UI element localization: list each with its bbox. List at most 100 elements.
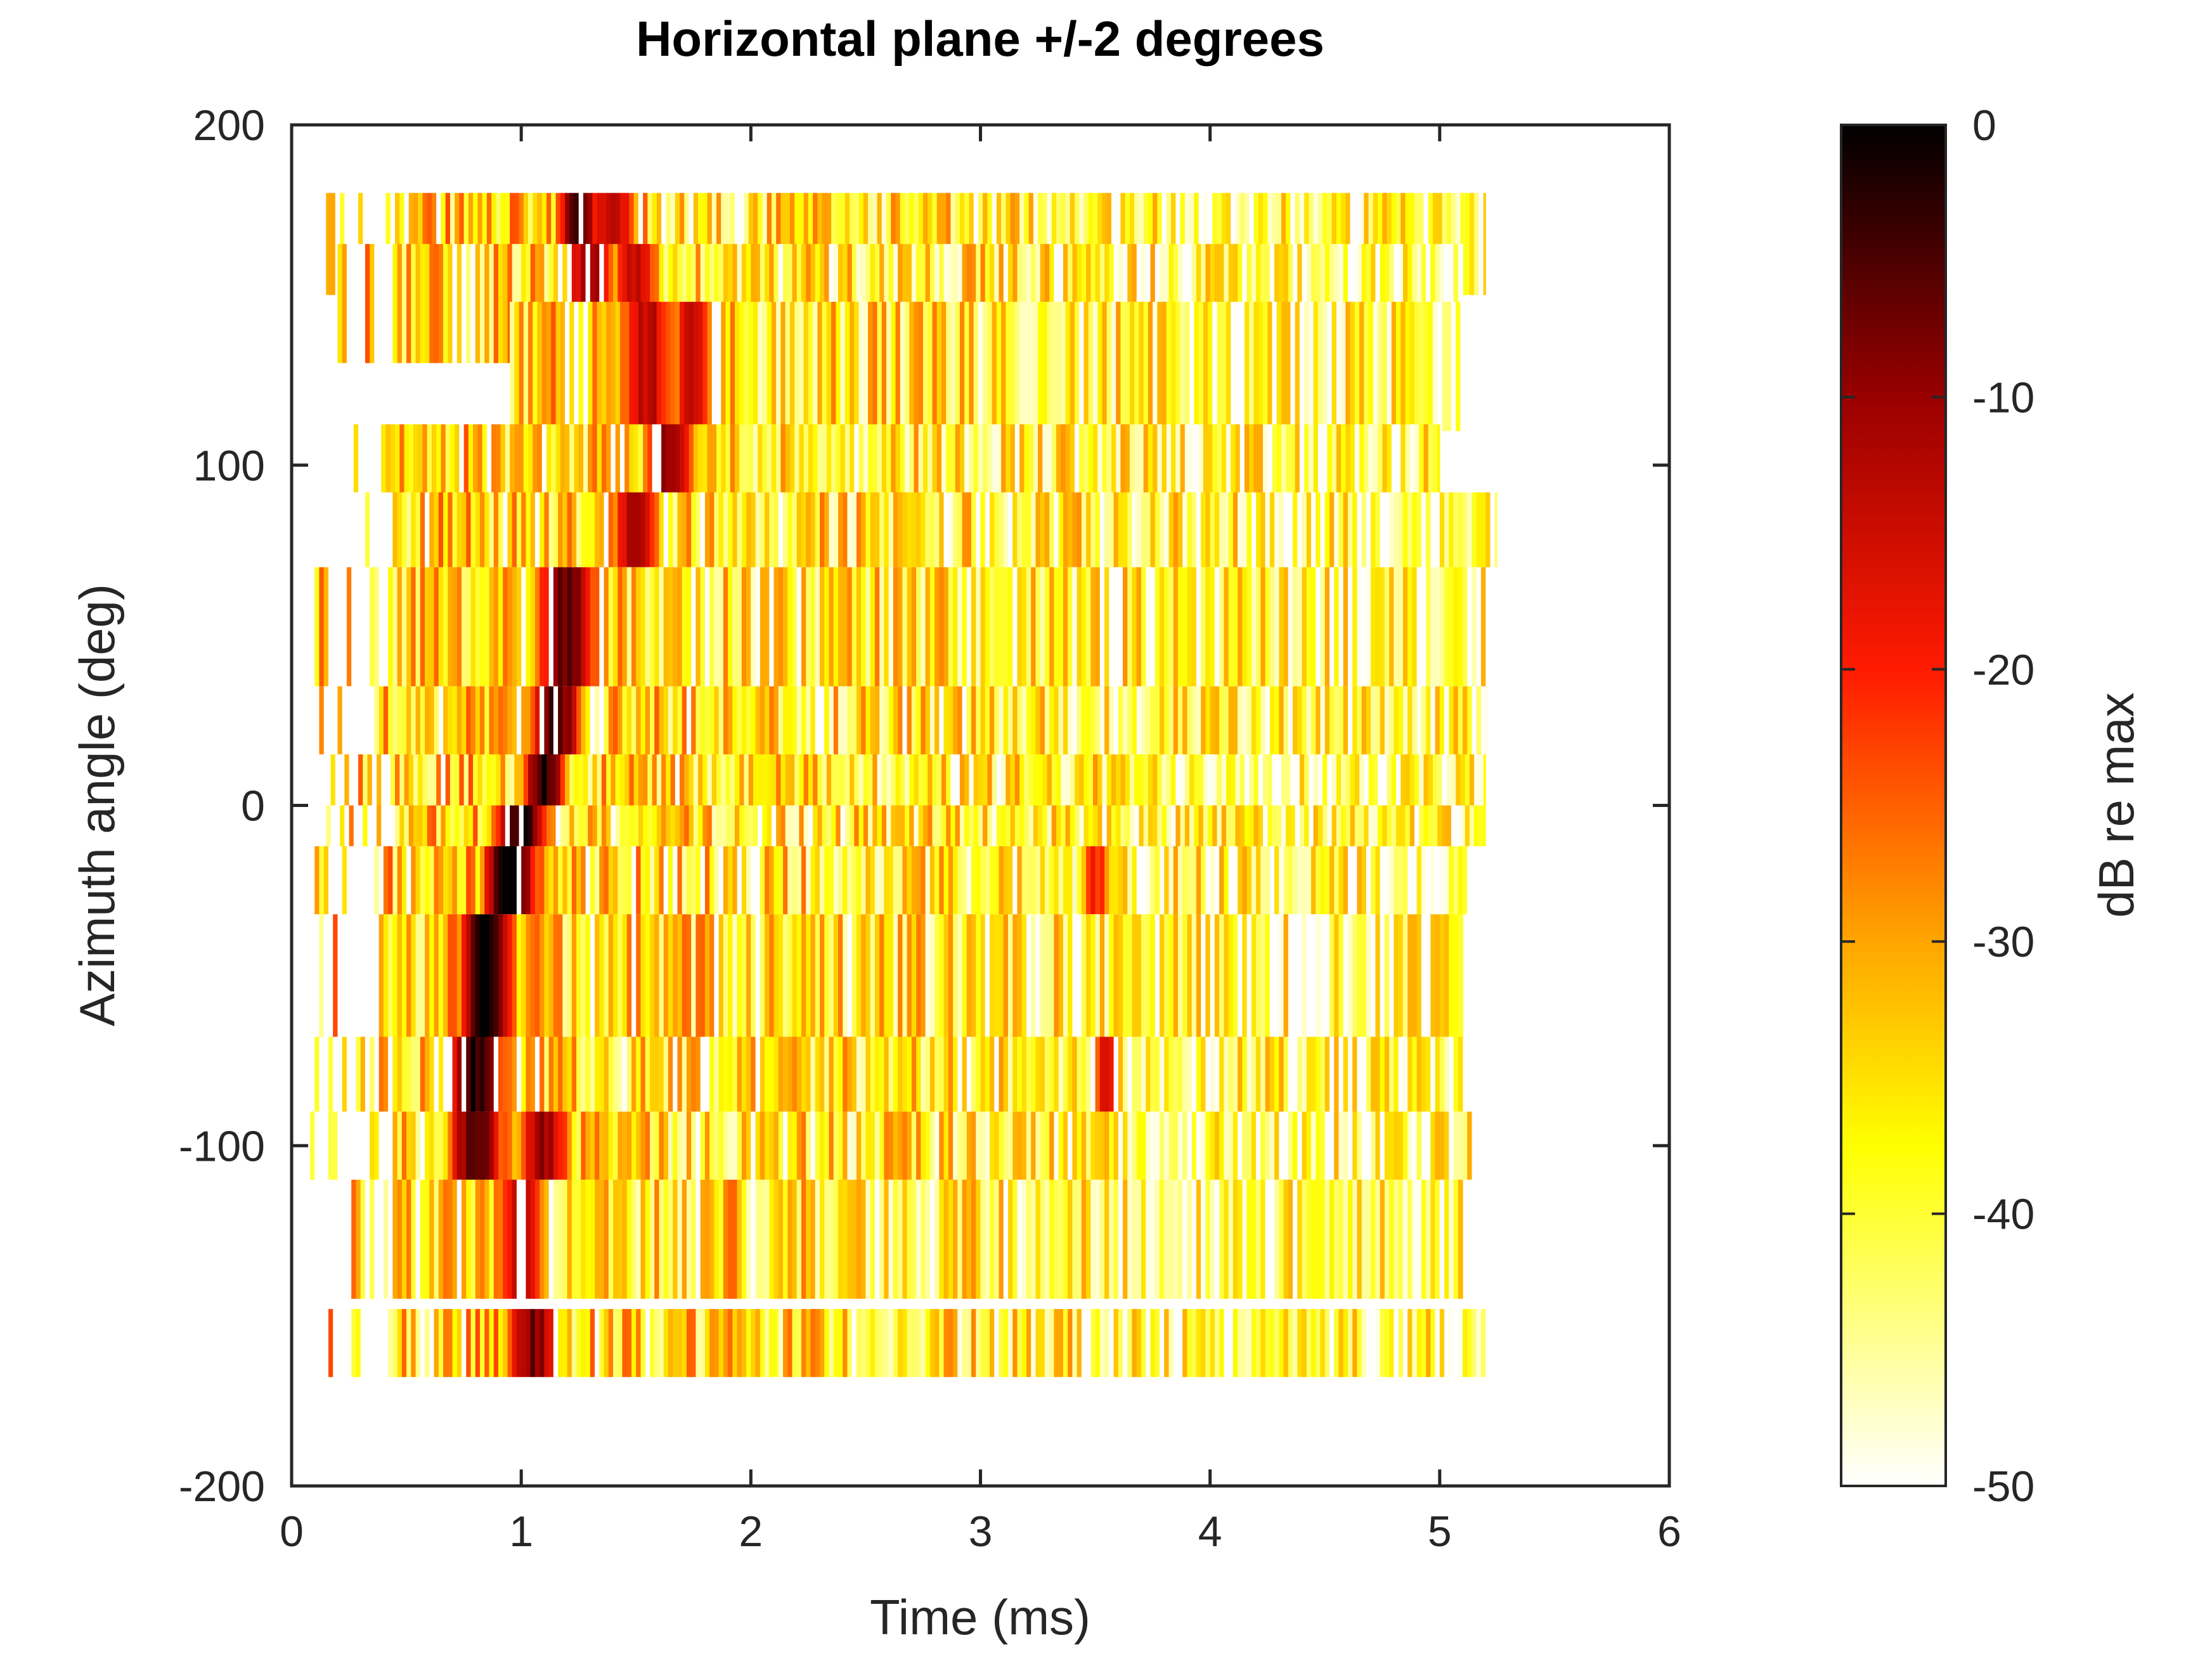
heatmap-cell: [585, 492, 591, 567]
heatmap-cell: [847, 1111, 853, 1180]
heatmap-cell: [787, 1179, 793, 1299]
heatmap-cell: [957, 686, 963, 754]
heatmap-cell: [893, 567, 898, 687]
heatmap-cell: [1288, 686, 1293, 754]
heatmap-cell: [1437, 754, 1443, 806]
heatmap-cell: [877, 424, 883, 500]
heatmap-cell: [611, 754, 616, 806]
heatmap-cell: [1463, 492, 1468, 567]
heatmap-cell: [856, 914, 862, 1037]
heatmap-cell: [569, 302, 575, 432]
heatmap-cell: [856, 1036, 862, 1112]
heatmap-cell: [978, 302, 983, 432]
heatmap-cell: [803, 302, 809, 432]
heatmap-cell: [1249, 302, 1255, 432]
heatmap-cell: [456, 567, 462, 687]
heatmap-cell: [950, 805, 956, 846]
heatmap-cell: [850, 302, 855, 432]
heatmap-cell: [1384, 1036, 1390, 1112]
heatmap-cell: [555, 754, 561, 806]
heatmap-cell: [493, 243, 499, 363]
heatmap-cell: [526, 846, 531, 915]
heatmap-cell: [475, 846, 481, 915]
heatmap-cell: [452, 846, 458, 915]
heatmap-cell: [418, 805, 424, 846]
heatmap-cell: [1412, 846, 1418, 915]
heatmap-cell: [1409, 754, 1415, 806]
heatmap-cell: [734, 754, 740, 806]
heatmap-cell: [597, 302, 602, 432]
heatmap-cell: [448, 567, 453, 687]
heatmap-cell: [888, 686, 894, 754]
heatmap-cell: [1421, 914, 1426, 1037]
heatmap-cell: [741, 1179, 747, 1299]
heatmap-cell: [512, 1111, 517, 1180]
heatmap-cell: [1251, 914, 1257, 1037]
heatmap-cell: [1205, 1179, 1211, 1299]
heatmap-cell: [1378, 805, 1383, 846]
heatmap-cell: [1471, 492, 1477, 567]
heatmap-cell: [704, 686, 710, 754]
heatmap-cell: [1274, 846, 1279, 915]
heatmap-cell: [397, 1179, 403, 1299]
heatmap-cell: [626, 492, 632, 567]
heatmap-cell: [698, 424, 703, 500]
heatmap-cell: [751, 1179, 756, 1299]
heatmap-cell: [966, 914, 972, 1037]
heatmap-cell: [1095, 492, 1101, 567]
heatmap-cell: [1007, 686, 1013, 754]
heatmap-cell: [1449, 567, 1454, 687]
heatmap-cell: [1320, 846, 1326, 915]
heatmap-cell: [1439, 1111, 1445, 1180]
heatmap-cell: [392, 1111, 398, 1180]
heatmap-cell: [365, 243, 370, 363]
heatmap-cell: [1077, 492, 1082, 567]
heatmap-cell: [1141, 1308, 1146, 1378]
heatmap-cell: [1449, 846, 1454, 915]
heatmap-cell: [1065, 302, 1071, 432]
heatmap-cell: [1272, 805, 1277, 846]
heatmap-cell: [1205, 1308, 1211, 1378]
heatmap-cell: [1065, 424, 1071, 500]
heatmap-cell: [1148, 424, 1153, 500]
heatmap-cell: [385, 805, 391, 846]
heatmap-cell: [1242, 914, 1248, 1037]
heatmap-cell: [1058, 1308, 1064, 1378]
heatmap-cell: [500, 805, 506, 846]
heatmap-cell: [425, 1036, 430, 1112]
heatmap-cell: [1090, 567, 1096, 687]
heatmap-cell: [1054, 846, 1059, 915]
heatmap-cell: [1359, 302, 1364, 432]
heatmap-cell: [904, 805, 910, 846]
heatmap-cell: [760, 686, 765, 754]
heatmap-cell: [530, 492, 536, 567]
heatmap-cell: [1210, 1036, 1215, 1112]
heatmap-cell: [987, 424, 993, 500]
heatmap-cell: [309, 1111, 315, 1180]
heatmap-cell: [824, 846, 830, 915]
heatmap-cell: [1214, 914, 1220, 1037]
heatmap-cell: [420, 1179, 425, 1299]
heatmap-cell: [1166, 754, 1172, 806]
heatmap-cell: [654, 1179, 660, 1299]
heatmap-cell: [558, 1308, 563, 1378]
heatmap-cell: [595, 1179, 600, 1299]
heatmap-cell: [392, 1036, 398, 1112]
y-axis-label: Azimuth angle (deg): [69, 584, 125, 1026]
heatmap-cell: [732, 1111, 738, 1180]
heatmap-cell: [1297, 492, 1303, 567]
heatmap-cell: [831, 805, 836, 846]
heatmap-cell: [479, 1111, 485, 1180]
heatmap-cell: [911, 846, 917, 915]
heatmap-cell: [390, 754, 396, 806]
heatmap-cell: [360, 1308, 366, 1378]
heatmap-cell: [916, 846, 921, 915]
heatmap-cell: [351, 1111, 356, 1180]
heatmap-cell: [425, 1308, 430, 1378]
heatmap-cell: [1269, 1036, 1275, 1112]
heatmap-cell: [1150, 914, 1156, 1037]
heatmap-cell: [1316, 1111, 1321, 1180]
heatmap-cell: [328, 914, 333, 1037]
heatmap-cell: [1357, 1036, 1362, 1112]
heatmap-cell: [966, 1308, 972, 1378]
